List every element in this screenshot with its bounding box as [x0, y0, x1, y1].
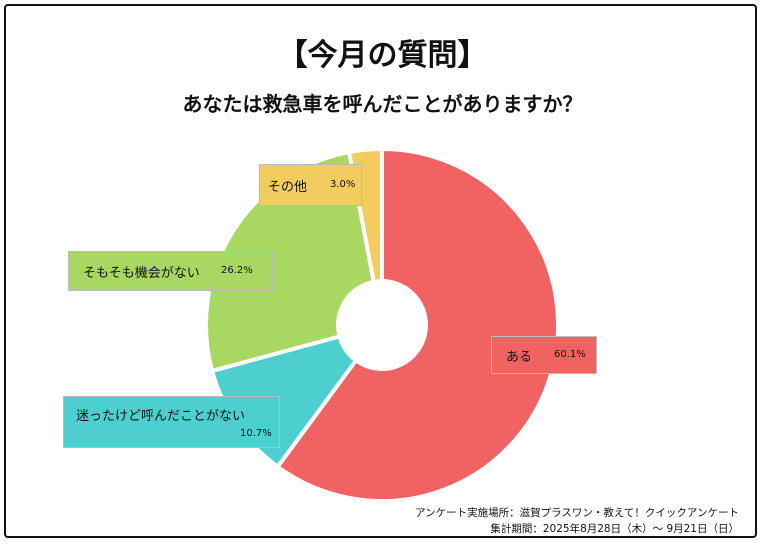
footer-source: アンケート実施場所：滋賀プラスワン・教えて！クイックアンケート — [415, 507, 739, 519]
label-aru-value: 60.1% — [554, 349, 586, 360]
label-sonota-name: その他 — [268, 180, 308, 195]
chart-subtitle: あなたは救急車を呼んだことがありますか？ — [182, 92, 583, 116]
label-box-mayotta: 迷ったけど呼んだことがない 10.7% — [63, 396, 280, 448]
footer-period: 集計期間：2025年8月28日（木）〜 9月21日（日） — [490, 523, 739, 535]
donut-slice-0 — [275, 147, 560, 503]
label-mayotta-value: 10.7% — [240, 428, 272, 439]
label-aru-name: ある — [506, 350, 533, 365]
label-box-aru: ある 60.1% — [491, 336, 597, 374]
chart-title: 【今月の質問】 — [277, 38, 488, 73]
label-box-kikai: そもそも機会がない 26.2% — [68, 251, 273, 291]
label-mayotta-name: 迷ったけど呼んだことがない — [76, 409, 246, 424]
label-kikai-value: 26.2% — [221, 265, 253, 276]
label-kikai-name: そもそも機会がない — [83, 266, 200, 281]
label-box-sonota: その他 3.0% — [259, 164, 362, 206]
label-sonota-value: 3.0% — [330, 179, 356, 190]
